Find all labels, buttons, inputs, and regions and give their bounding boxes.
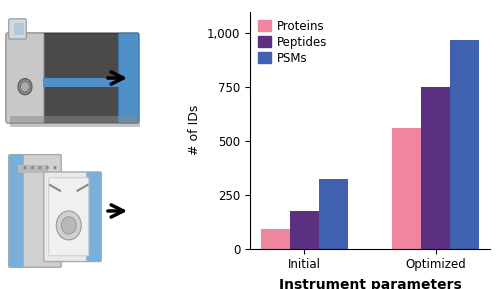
Bar (261, 229, 290, 249)
FancyBboxPatch shape (86, 172, 101, 262)
FancyBboxPatch shape (9, 19, 26, 39)
X-axis label: Instrument parameters: Instrument parameters (278, 278, 462, 289)
Circle shape (46, 166, 49, 169)
Y-axis label: # of IDs: # of IDs (188, 105, 202, 155)
Circle shape (38, 166, 42, 169)
Circle shape (61, 217, 76, 234)
FancyBboxPatch shape (42, 78, 120, 87)
FancyBboxPatch shape (49, 178, 89, 256)
FancyBboxPatch shape (9, 155, 24, 267)
Legend: Proteins, Peptides, PSMs: Proteins, Peptides, PSMs (256, 17, 330, 67)
Circle shape (24, 166, 26, 169)
Bar (450, 40, 479, 249)
Circle shape (54, 166, 56, 169)
FancyBboxPatch shape (6, 33, 44, 123)
FancyBboxPatch shape (44, 172, 101, 262)
Circle shape (56, 211, 81, 240)
Circle shape (18, 79, 32, 95)
FancyBboxPatch shape (6, 33, 139, 123)
FancyBboxPatch shape (119, 33, 139, 123)
Circle shape (31, 166, 34, 169)
FancyBboxPatch shape (18, 165, 48, 173)
Bar (290, 211, 318, 249)
Bar (318, 179, 348, 249)
Bar (392, 128, 422, 249)
FancyBboxPatch shape (9, 155, 62, 267)
Bar (422, 87, 450, 249)
Circle shape (20, 81, 30, 92)
FancyBboxPatch shape (14, 23, 24, 35)
FancyBboxPatch shape (10, 116, 140, 127)
